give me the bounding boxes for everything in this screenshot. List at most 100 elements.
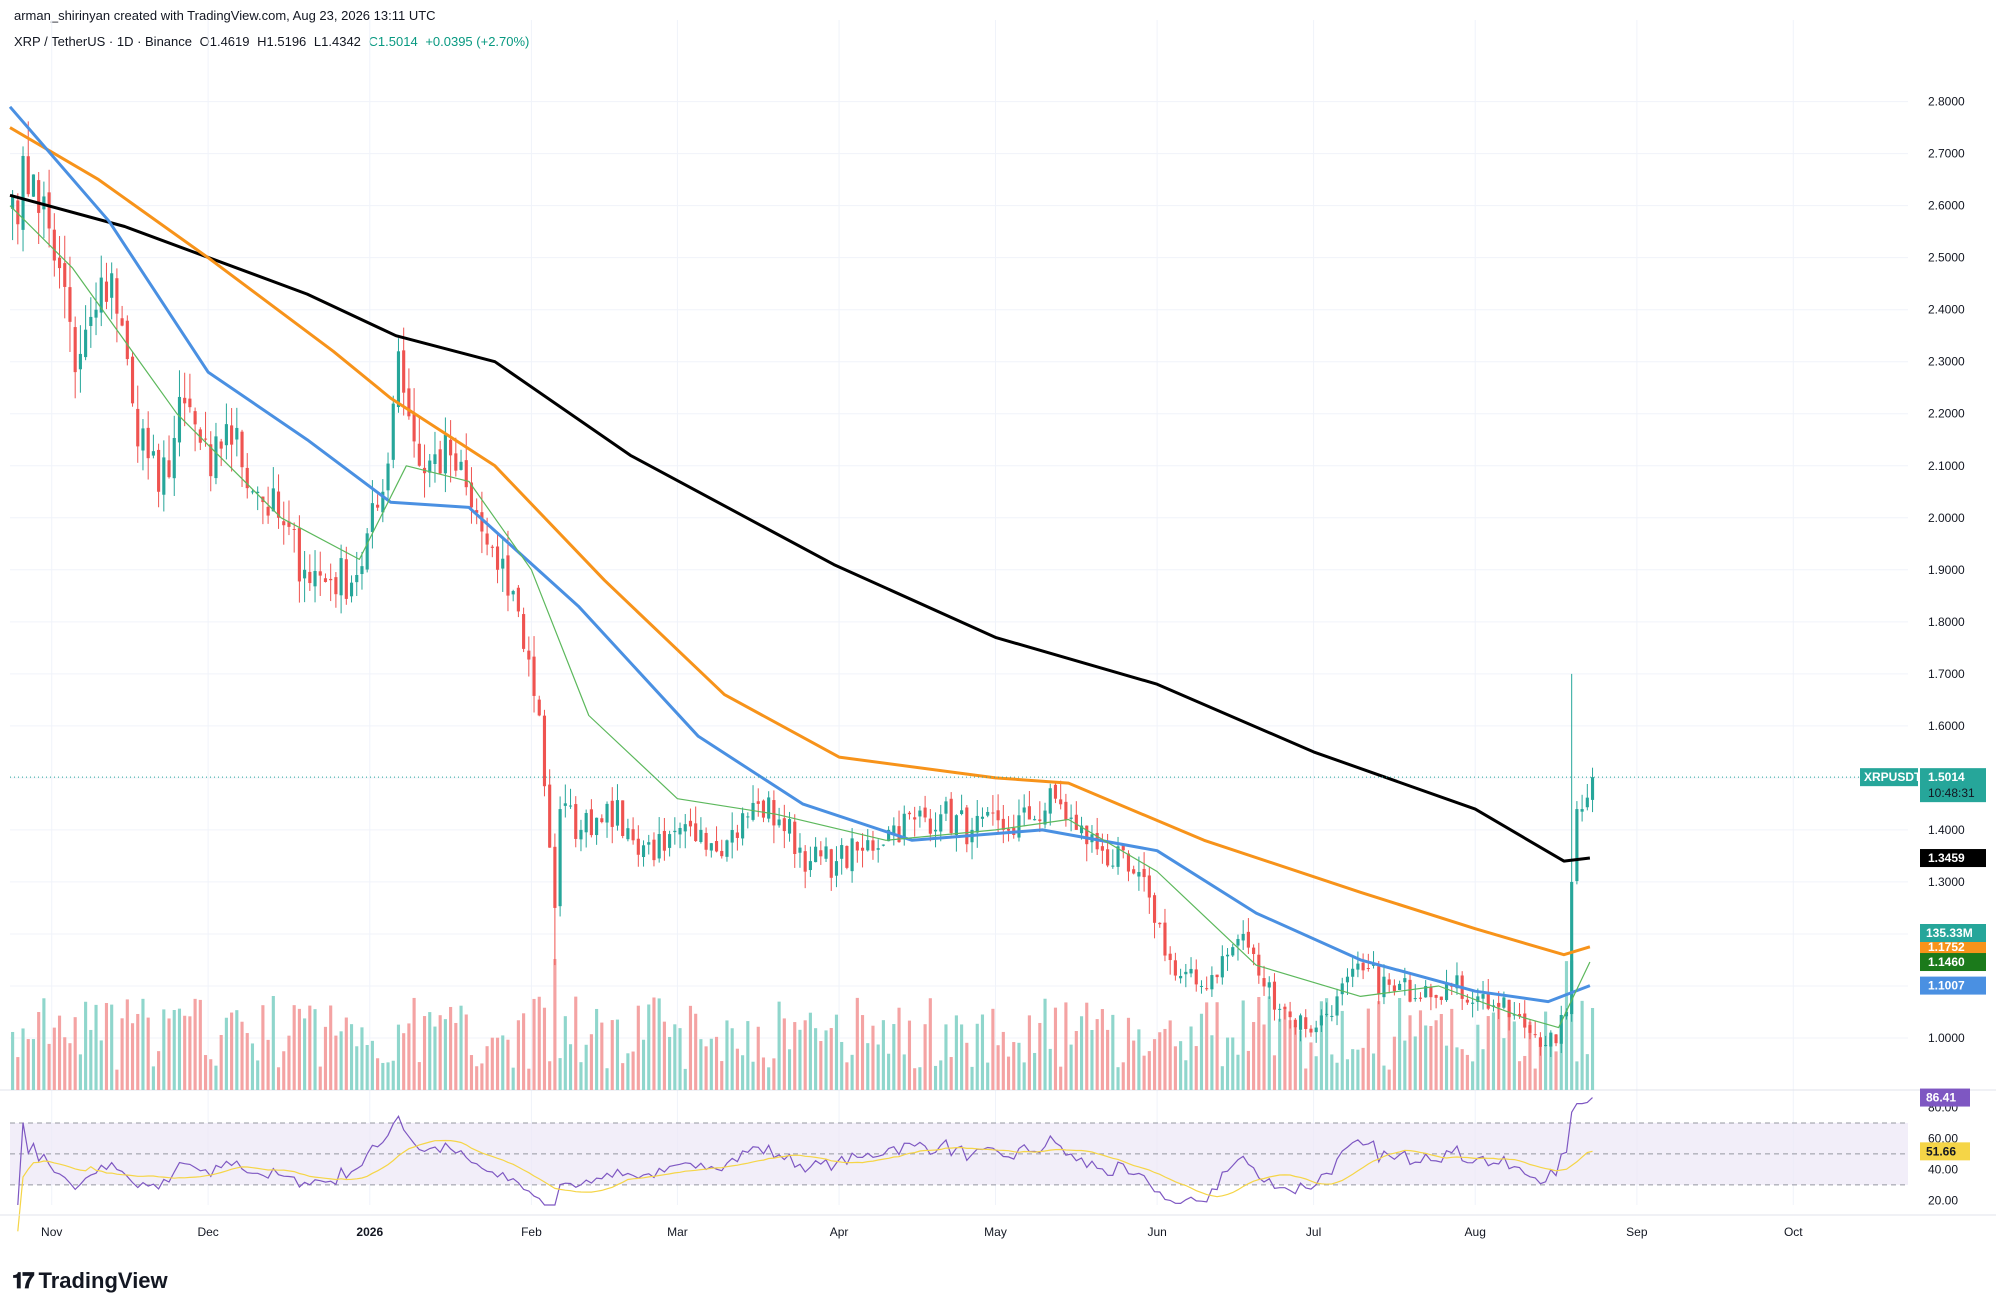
price-tick-4: 2.4000 <box>1928 303 1965 317</box>
candle-103 <box>548 769 552 848</box>
candle-191 <box>1006 816 1011 842</box>
candle-252 <box>1325 1002 1329 1017</box>
candle-body <box>991 812 995 814</box>
time-label-10: Sep <box>1626 1225 1648 1239</box>
candle-body <box>396 351 401 408</box>
candle-body <box>902 813 906 840</box>
volume-bar-223 <box>1173 1046 1177 1090</box>
candle-214 <box>1126 850 1131 882</box>
rsi-ma-value: 51.66 <box>1926 1144 1956 1158</box>
candle-body <box>1006 828 1011 831</box>
candle-130 <box>688 808 693 837</box>
volume-bar-138 <box>730 1028 734 1090</box>
volume-bar-298 <box>1564 961 1569 1090</box>
candle-body <box>1033 819 1037 821</box>
volume-bar-8 <box>52 1027 56 1090</box>
candle-237 <box>1246 918 1250 955</box>
volume-bar-163 <box>860 1015 865 1090</box>
volume-bar-94 <box>501 1035 505 1090</box>
volume-bar-14 <box>84 1001 88 1090</box>
candle-99 <box>527 636 531 677</box>
candle-70 <box>376 494 380 511</box>
volume-bar-10 <box>63 1037 67 1090</box>
candle-87 <box>464 433 468 496</box>
candle-body <box>662 830 666 851</box>
candle-287 <box>1507 999 1511 1031</box>
candle-body <box>860 847 865 851</box>
candle-body <box>1069 817 1073 819</box>
candle-113 <box>600 814 604 824</box>
volume-bar-179 <box>944 1024 948 1090</box>
volume-bar-140 <box>741 1055 745 1090</box>
candle-body <box>1106 849 1110 866</box>
volume-bar-168 <box>887 1053 891 1090</box>
volume-bar-98 <box>522 1013 526 1090</box>
candle-body <box>412 413 416 442</box>
candle-body <box>219 441 223 449</box>
candle-251 <box>1319 1009 1323 1033</box>
candle-257 <box>1351 956 1355 988</box>
candle-123 <box>652 832 656 867</box>
volume-bar-221 <box>1163 1028 1167 1090</box>
volume-bar-18 <box>104 1003 109 1090</box>
volume-bar-189 <box>996 1045 1000 1090</box>
candle-68 <box>365 528 369 573</box>
volume-bar-196 <box>1033 1052 1037 1090</box>
volume-bar-289 <box>1517 1061 1522 1090</box>
candle-body <box>433 454 437 465</box>
candle-body <box>1345 976 1350 983</box>
volume-bar-197 <box>1038 1022 1042 1090</box>
candle-78 <box>417 416 421 467</box>
candle-188 <box>991 795 995 826</box>
tradingview-logo[interactable]: 𝟏𝟕 TradingView <box>12 1268 168 1294</box>
candle-239 <box>1257 942 1261 984</box>
candle-body <box>798 847 802 853</box>
candle-115 <box>610 787 614 844</box>
candle-184 <box>970 817 974 860</box>
candle-body <box>334 577 338 595</box>
price-tag-0: XRPUSDT 1.5014 10:48:31 <box>1860 768 1986 803</box>
candle-93 <box>495 533 500 584</box>
volume-bar-62 <box>334 1035 338 1090</box>
candle-body <box>1377 966 1381 995</box>
volume-bar-301 <box>1580 1000 1584 1090</box>
volume-bar-288 <box>1512 1021 1516 1090</box>
candle-body <box>673 830 677 833</box>
candle-52 <box>282 501 286 545</box>
candle-body <box>527 650 531 660</box>
candle-body <box>1210 975 1214 990</box>
symbol-label[interactable]: XRP / TetherUS · 1D · Binance <box>14 34 192 49</box>
volume-bar-199 <box>1048 1048 1052 1090</box>
candle-51 <box>276 474 281 529</box>
volume-bar-230 <box>1210 1035 1214 1090</box>
volume-bar-137 <box>725 1020 729 1090</box>
volume-bar-73 <box>391 1060 395 1090</box>
candle-23 <box>130 351 135 407</box>
volume-bar-16 <box>94 1004 98 1090</box>
volume-bar-212 <box>1116 1067 1120 1090</box>
candle-body <box>297 528 301 582</box>
candle-body <box>214 436 218 479</box>
volume-bar-233 <box>1225 1037 1230 1090</box>
candle-body <box>1309 1028 1313 1033</box>
ma-tag-bg <box>1920 937 1986 956</box>
candle-279 <box>1465 994 1469 1005</box>
candle-body <box>1533 1034 1537 1036</box>
time-axis: Nov Dec 2026 Feb Mar Apr May Jun Jul Aug Sep Oct <box>0 1214 1996 1239</box>
candle-136 <box>720 839 724 859</box>
time-label-9: Aug <box>1465 1225 1486 1239</box>
candle-263 <box>1382 964 1386 1005</box>
candle-body <box>589 809 593 836</box>
candle-body <box>1335 996 1339 1016</box>
volume-bar-76 <box>407 1023 411 1090</box>
low-value: L1.4342 <box>313 34 361 49</box>
volume-bar-127 <box>673 1024 677 1090</box>
volume-bar-143 <box>756 1026 760 1090</box>
candle-body <box>339 558 343 596</box>
candle-body <box>240 431 244 468</box>
candle-body <box>57 257 62 269</box>
candle-body <box>1507 999 1511 1018</box>
candle-178 <box>939 804 943 842</box>
candle-body <box>1038 819 1042 822</box>
